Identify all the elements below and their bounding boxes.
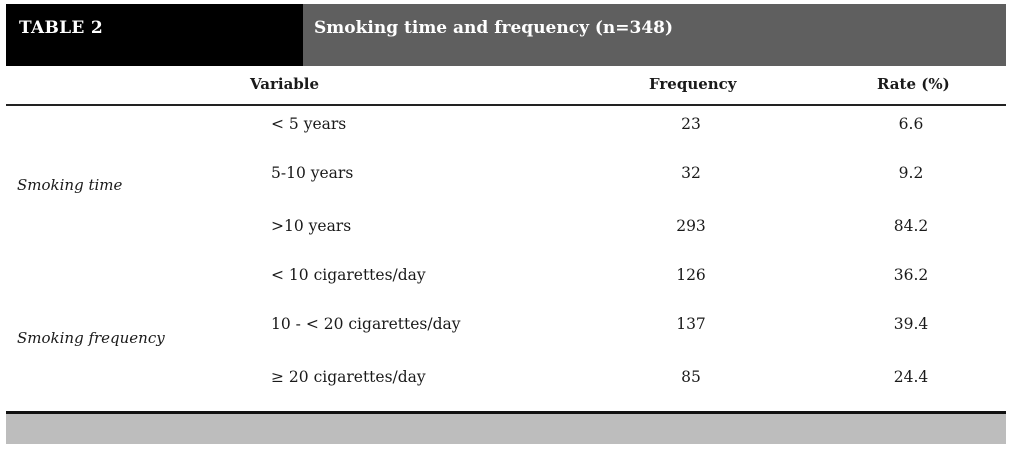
table-row-category: 10 - < 20 cigarettes/day xyxy=(271,315,461,333)
table-bottom-rule xyxy=(6,411,1006,414)
table-row-category: 5-10 years xyxy=(271,164,354,182)
table-footer-bar xyxy=(6,414,1006,444)
table-row-frequency: 126 xyxy=(676,266,706,284)
table-row-frequency: 137 xyxy=(676,315,706,333)
table-row-rate: 39.4 xyxy=(893,315,929,333)
table-row-frequency: 293 xyxy=(676,217,706,235)
table-row-category: ≥ 20 cigarettes/day xyxy=(271,368,426,386)
table-row-category: < 5 years xyxy=(271,115,347,133)
table-title-box: Smoking time and frequency (n=348) xyxy=(303,4,1006,66)
table-row-rate: 24.4 xyxy=(893,368,929,386)
table-title: Smoking time and frequency (n=348) xyxy=(314,18,674,38)
table-row-rate: 36.2 xyxy=(893,266,929,284)
table-label: TABLE 2 xyxy=(19,18,104,38)
table-row-rate: 84.2 xyxy=(893,217,929,235)
column-header-frequency: Frequency xyxy=(649,75,737,93)
table-row-rate: 9.2 xyxy=(898,164,924,182)
group-label-smoking-time: Smoking time xyxy=(17,176,123,194)
table-row-category: >10 years xyxy=(271,217,352,235)
table-row-rate: 6.6 xyxy=(898,115,924,133)
table-label-box: TABLE 2 xyxy=(6,4,303,66)
table-row-frequency: 32 xyxy=(681,164,701,182)
table-row-frequency: 85 xyxy=(681,368,701,386)
column-header-row: Variable Frequency Rate (%) xyxy=(6,66,1006,106)
column-header-rate: Rate (%) xyxy=(877,75,950,93)
table-row-frequency: 23 xyxy=(681,115,701,133)
column-header-variable: Variable xyxy=(250,75,320,93)
group-label-smoking-frequency: Smoking frequency xyxy=(17,329,165,347)
table-row-category: < 10 cigarettes/day xyxy=(271,266,426,284)
